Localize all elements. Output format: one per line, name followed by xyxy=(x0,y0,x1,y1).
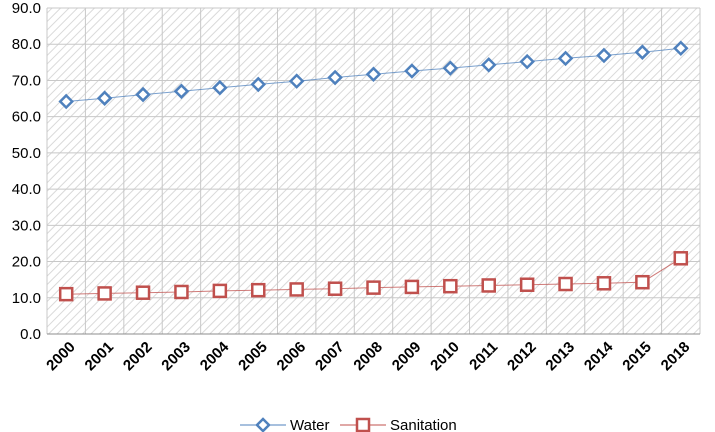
grid-lines xyxy=(46,7,701,335)
data-point-water xyxy=(96,90,113,106)
x-tick-label: 2002 xyxy=(120,339,156,375)
data-point-sanitation xyxy=(443,278,458,294)
data-point-sanitation xyxy=(481,278,496,293)
data-point-sanitation xyxy=(519,277,535,292)
x-tick-label: 2005 xyxy=(235,339,271,375)
data-point-sanitation xyxy=(366,280,381,295)
x-tick-label: 2000 xyxy=(43,339,79,375)
data-point-sanitation xyxy=(251,282,266,298)
legend-marker xyxy=(255,417,271,432)
x-tick-label: 2015 xyxy=(619,339,655,375)
data-point-sanitation xyxy=(135,285,151,300)
data-point-water xyxy=(250,76,267,93)
y-tick-label: 10.0 xyxy=(12,290,41,307)
data-point-sanitation xyxy=(97,286,112,301)
x-tick-label: 2001 xyxy=(82,339,118,375)
data-point-water xyxy=(212,79,228,96)
x-tick-label: 2007 xyxy=(312,339,348,375)
series xyxy=(58,40,689,302)
data-point-sanitation xyxy=(58,286,74,302)
y-tick-label: 80.0 xyxy=(12,36,41,53)
legend-label: Water xyxy=(290,417,329,432)
x-tick-label: 2013 xyxy=(542,339,578,375)
legend-label: Sanitation xyxy=(390,417,457,432)
x-tick-label: 2006 xyxy=(274,339,310,375)
data-point-water xyxy=(404,63,420,79)
x-tick-label: 2003 xyxy=(158,339,194,375)
data-point-water xyxy=(596,47,612,64)
data-point-sanitation xyxy=(212,283,228,299)
x-axis: 2000 2001 2002 2003 2004 2005 2006 2007 2008 2009… xyxy=(43,333,700,375)
data-point-water xyxy=(135,86,151,103)
x-tick-label: 2004 xyxy=(197,338,233,374)
data-point-water xyxy=(519,53,535,70)
data-point-water xyxy=(288,73,305,89)
y-tick-label: 20.0 xyxy=(12,254,41,271)
legend-marker xyxy=(355,417,371,432)
data-point-water xyxy=(58,93,74,110)
data-point-sanitation xyxy=(289,282,304,297)
y-tick-label: 60.0 xyxy=(12,109,41,126)
plot-area xyxy=(47,8,700,334)
data-point-water xyxy=(442,60,459,76)
legend-item-sanitation: Sanitation xyxy=(340,417,457,432)
x-tick-label: 2014 xyxy=(581,338,617,374)
data-point-water xyxy=(557,50,574,67)
y-axis: 0.0 10.0 20.0 30.0 40.0 50.0 60.0 70.0 80.0 90.0 xyxy=(12,0,41,343)
y-tick-label: 70.0 xyxy=(12,72,41,89)
data-point-sanitation xyxy=(635,274,650,290)
data-point-water xyxy=(173,83,190,100)
x-tick-label: 2010 xyxy=(427,339,463,375)
y-tick-label: 40.0 xyxy=(12,181,41,198)
y-tick-label: 90.0 xyxy=(12,0,41,17)
x-tick-label: 2009 xyxy=(389,339,425,375)
data-point-sanitation xyxy=(174,284,189,300)
data-point-water xyxy=(634,44,651,60)
y-tick-label: 0.0 xyxy=(20,326,41,343)
y-tick-label: 30.0 xyxy=(12,217,41,234)
x-tick-label: 2018 xyxy=(658,339,694,375)
x-tick-label: 2012 xyxy=(504,339,540,375)
x-tick-label: 2008 xyxy=(350,339,386,375)
data-point-sanitation xyxy=(404,279,420,295)
data-point-water xyxy=(480,57,497,73)
data-point-sanitation xyxy=(596,276,612,291)
data-point-water xyxy=(365,66,382,83)
x-tick-label: 2011 xyxy=(466,339,501,374)
data-point-sanitation xyxy=(327,281,343,296)
data-point-water xyxy=(327,69,343,86)
legend: Water Sanitation xyxy=(240,417,457,432)
data-point-sanitation xyxy=(558,276,573,292)
data-point-sanitation xyxy=(673,251,689,266)
legend-item-water: Water xyxy=(240,417,329,432)
y-tick-label: 50.0 xyxy=(12,145,41,162)
data-point-water xyxy=(673,40,689,56)
